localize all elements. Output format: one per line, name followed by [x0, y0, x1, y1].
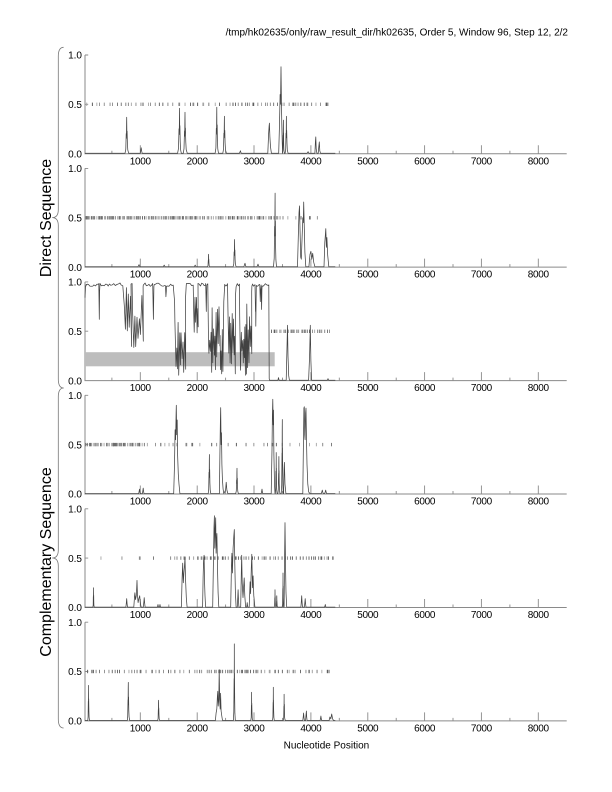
svg-text:2000: 2000 [187, 497, 209, 508]
svg-text:8000: 8000 [528, 724, 550, 735]
svg-text:8000: 8000 [528, 497, 550, 508]
svg-text:0.0: 0.0 [68, 263, 82, 274]
svg-text:3000: 3000 [243, 383, 265, 394]
svg-text:4000: 4000 [300, 724, 322, 735]
svg-text:/tmp/hk02635/only/raw_result_d: /tmp/hk02635/only/raw_result_dir/hk02635… [226, 28, 569, 39]
svg-text:7000: 7000 [471, 610, 493, 621]
svg-text:0.5: 0.5 [68, 440, 82, 451]
svg-text:5000: 5000 [357, 383, 379, 394]
svg-text:5000: 5000 [357, 156, 379, 167]
svg-text:7000: 7000 [471, 383, 493, 394]
svg-text:2000: 2000 [187, 383, 209, 394]
svg-text:0.0: 0.0 [68, 717, 82, 728]
svg-text:2000: 2000 [187, 270, 209, 281]
svg-text:1000: 1000 [130, 724, 152, 735]
svg-text:1000: 1000 [130, 270, 152, 281]
svg-text:2000: 2000 [187, 724, 209, 735]
svg-text:6000: 6000 [414, 724, 436, 735]
svg-text:7000: 7000 [471, 497, 493, 508]
svg-text:1.0: 1.0 [68, 618, 82, 629]
svg-text:1000: 1000 [130, 497, 152, 508]
svg-text:0.5: 0.5 [68, 667, 82, 678]
svg-text:1000: 1000 [130, 383, 152, 394]
svg-text:0.5: 0.5 [68, 214, 82, 225]
svg-text:2000: 2000 [187, 156, 209, 167]
svg-text:0.0: 0.0 [68, 490, 82, 501]
svg-text:1.0: 1.0 [68, 278, 82, 289]
svg-text:Direct Sequence: Direct Sequence [38, 159, 55, 277]
svg-text:3000: 3000 [243, 497, 265, 508]
svg-text:0.0: 0.0 [68, 376, 82, 387]
svg-text:1000: 1000 [130, 156, 152, 167]
svg-text:4000: 4000 [300, 270, 322, 281]
svg-text:3000: 3000 [243, 610, 265, 621]
svg-text:7000: 7000 [471, 156, 493, 167]
svg-text:1.0: 1.0 [68, 51, 82, 62]
svg-text:5000: 5000 [357, 270, 379, 281]
svg-text:0.0: 0.0 [68, 603, 82, 614]
svg-text:8000: 8000 [528, 156, 550, 167]
svg-text:6000: 6000 [414, 270, 436, 281]
svg-text:4000: 4000 [300, 383, 322, 394]
svg-text:8000: 8000 [528, 270, 550, 281]
svg-text:3000: 3000 [243, 270, 265, 281]
svg-text:0.5: 0.5 [68, 554, 82, 565]
svg-text:0.5: 0.5 [68, 100, 82, 111]
svg-text:5000: 5000 [357, 610, 379, 621]
svg-text:Complementary Sequence: Complementary Sequence [38, 467, 55, 657]
svg-text:5000: 5000 [357, 724, 379, 735]
svg-text:2000: 2000 [187, 610, 209, 621]
svg-text:6000: 6000 [414, 156, 436, 167]
svg-text:6000: 6000 [414, 497, 436, 508]
svg-text:0.5: 0.5 [68, 327, 82, 338]
svg-text:1.0: 1.0 [68, 391, 82, 402]
svg-text:3000: 3000 [243, 724, 265, 735]
svg-text:Nucleotide Position: Nucleotide Position [284, 741, 370, 752]
svg-text:1.0: 1.0 [68, 164, 82, 175]
svg-text:4000: 4000 [300, 497, 322, 508]
svg-text:5000: 5000 [357, 497, 379, 508]
svg-text:8000: 8000 [528, 610, 550, 621]
svg-text:1000: 1000 [130, 610, 152, 621]
svg-text:0.0: 0.0 [68, 149, 82, 160]
svg-text:6000: 6000 [414, 610, 436, 621]
svg-text:4000: 4000 [300, 610, 322, 621]
svg-text:8000: 8000 [528, 383, 550, 394]
svg-text:1.0: 1.0 [68, 505, 82, 516]
svg-text:6000: 6000 [414, 383, 436, 394]
svg-text:4000: 4000 [300, 156, 322, 167]
svg-text:3000: 3000 [243, 156, 265, 167]
svg-text:7000: 7000 [471, 724, 493, 735]
svg-text:7000: 7000 [471, 270, 493, 281]
